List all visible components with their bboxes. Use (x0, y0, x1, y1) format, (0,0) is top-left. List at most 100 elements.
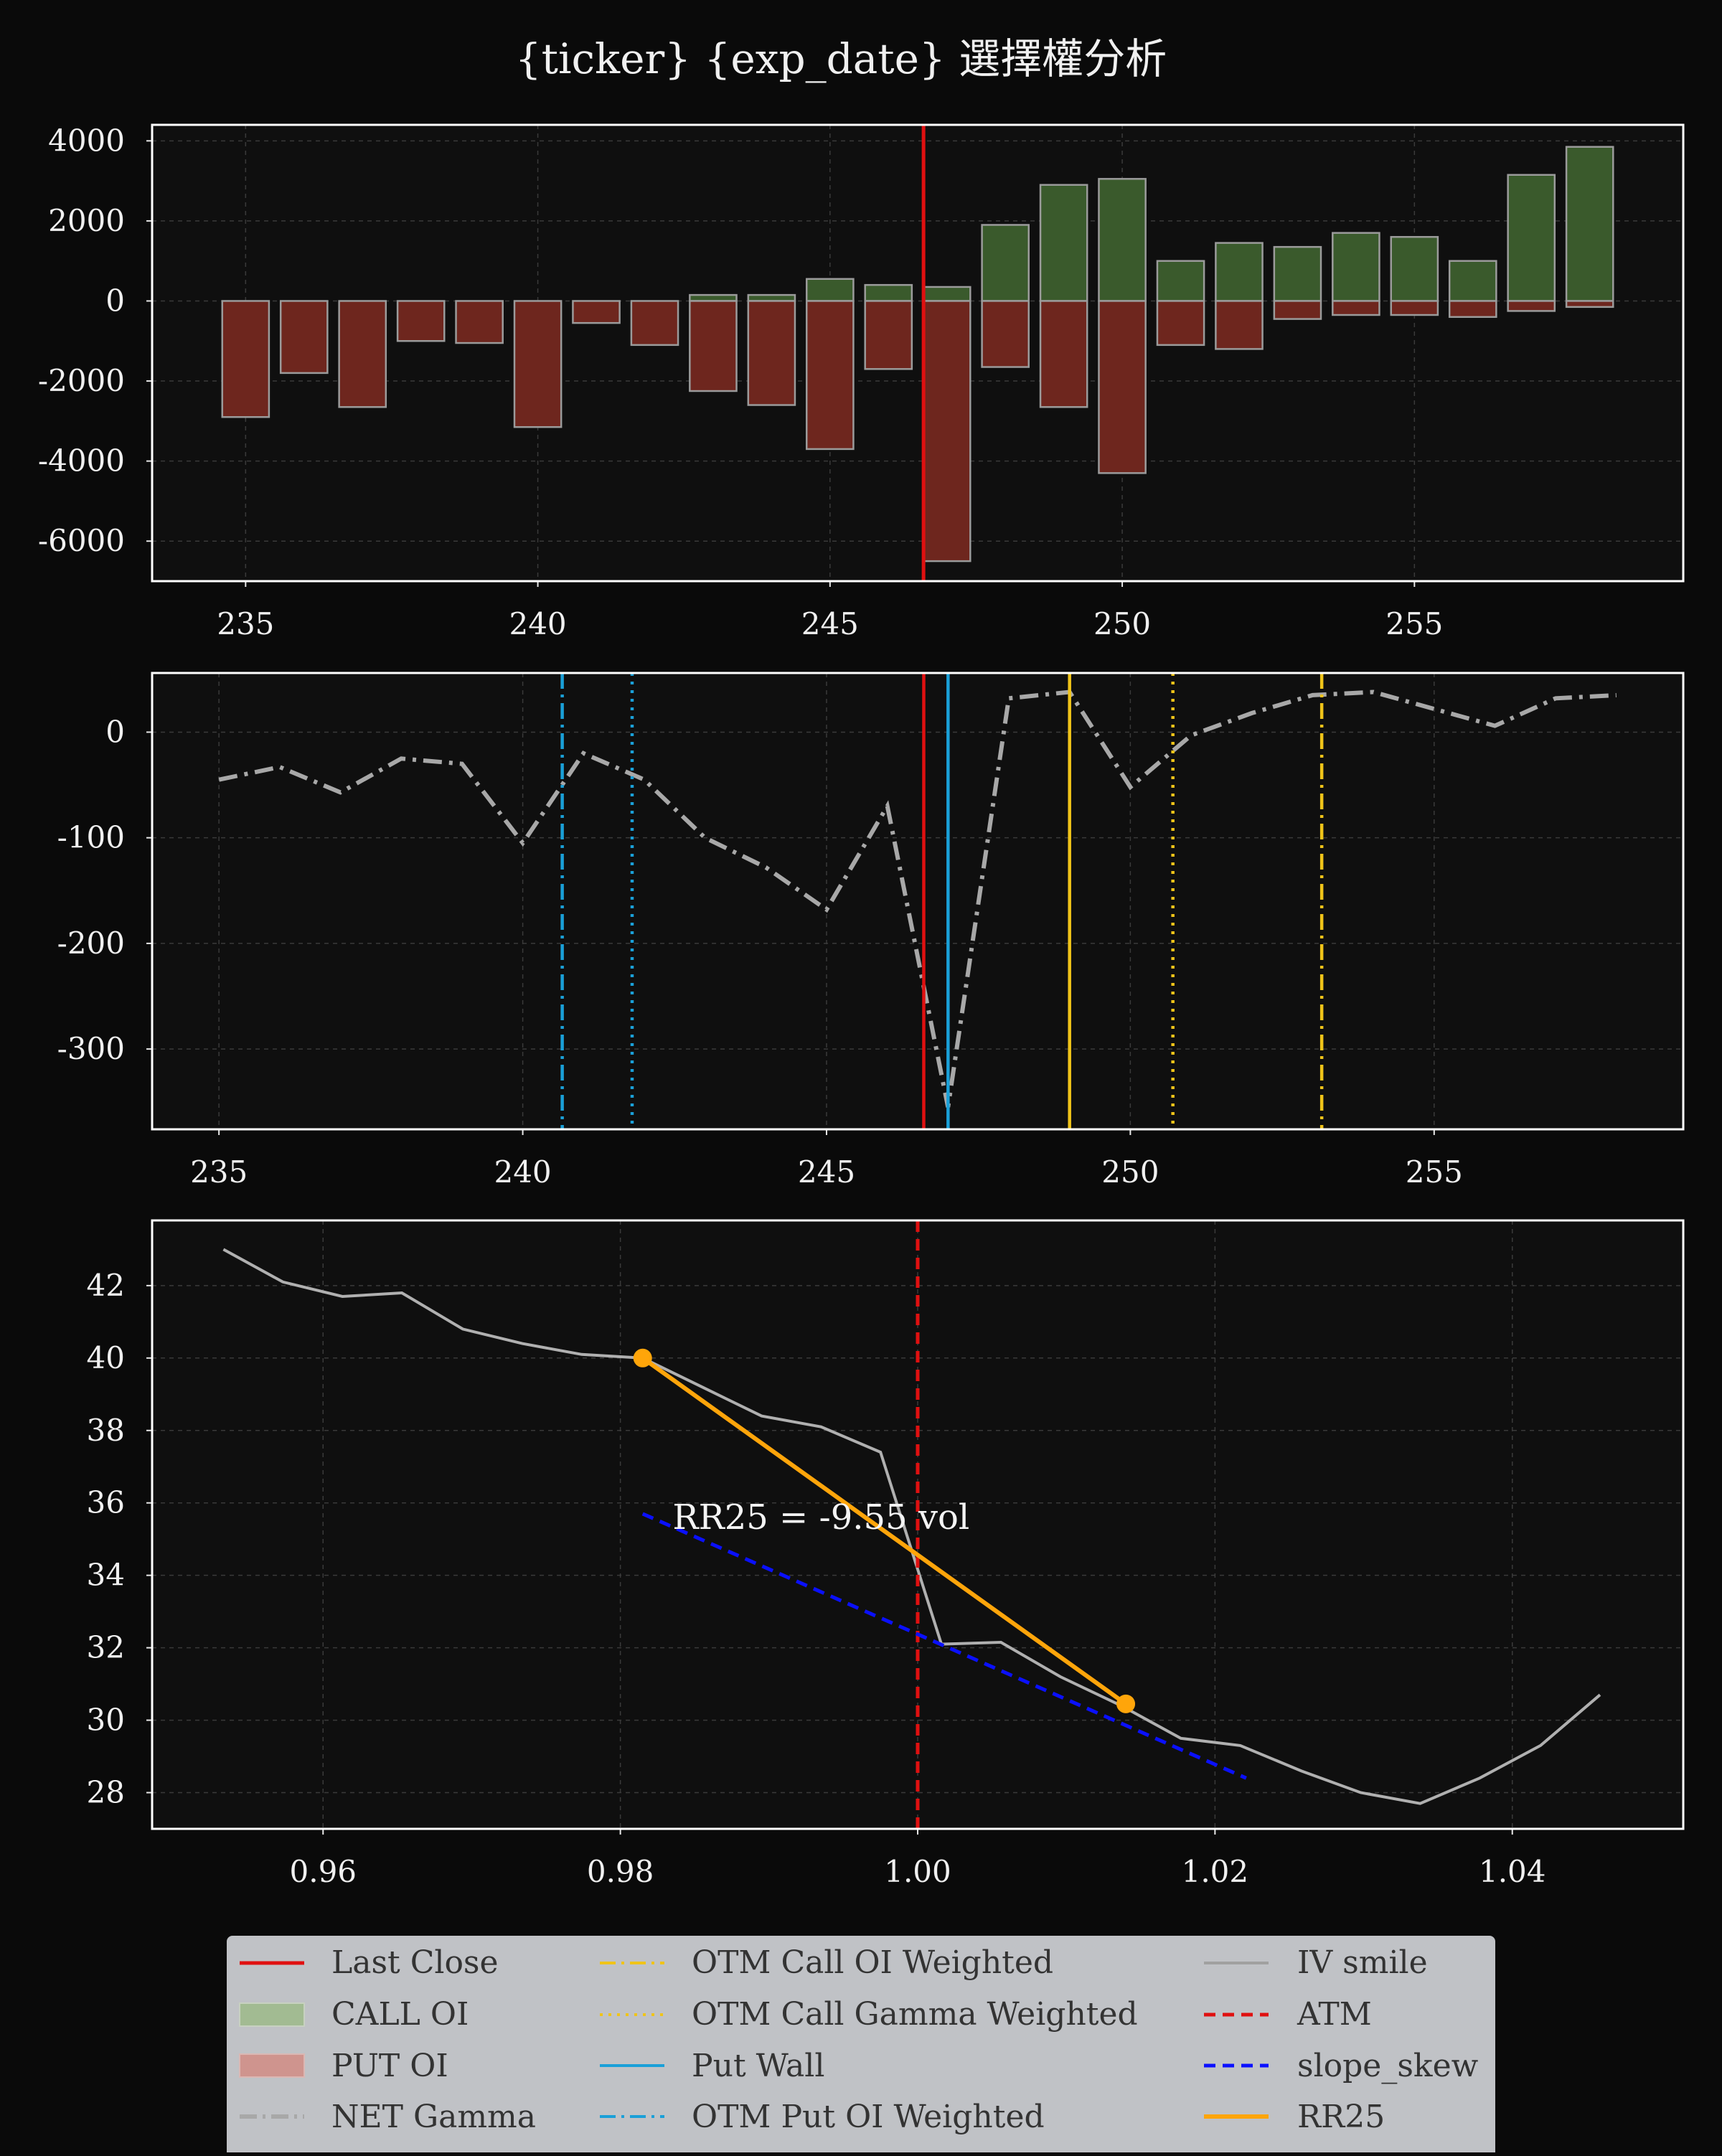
oi-x-tick-label: 255 (1385, 606, 1443, 641)
put-oi-bar (981, 300, 1030, 368)
gamma-y-tick-label: -300 (57, 1031, 125, 1066)
legend-label-net-gamma: NET Gamma (331, 2099, 536, 2135)
legend-swatch-call-oi (239, 2002, 305, 2027)
gamma-x-tick-label: 240 (494, 1154, 551, 1190)
iv-y-tick-label: 28 (87, 1775, 125, 1810)
gamma-x-tick-label: 250 (1101, 1154, 1159, 1190)
legend-item-put-oi: PUT OI (239, 2048, 448, 2084)
legend-label-last-close: Last Close (331, 1944, 499, 1981)
call-oi-bar (805, 278, 855, 302)
oi-y-tick-label: -2000 (38, 363, 125, 398)
legend: Last Close CALL OI PUT OI NET Gamma OTM … (227, 1936, 1495, 2156)
put-oi-bar (630, 300, 679, 347)
legend-item-iv-smile: IV smile (1204, 1944, 1428, 1981)
iv-y-tick-label: 42 (87, 1268, 125, 1303)
net-gamma-panel: 235 240 245 250 255 0 -100 -200 -300 (57, 672, 1685, 1190)
put-oi-bar (572, 300, 621, 324)
legend-item-otm-call-gamma-weighted: OTM Call Gamma Weighted (600, 1996, 1138, 2033)
put-oi-bar (805, 300, 855, 451)
iv-y-tick-label: 30 (87, 1703, 125, 1738)
iv-y-tick-label: 34 (87, 1558, 125, 1593)
oi-y-tick-label: -6000 (38, 523, 125, 558)
put-oi-bar (1273, 300, 1322, 320)
rr25-point (1116, 1694, 1136, 1713)
put-oi-bar (747, 300, 796, 406)
legend-item-net-gamma: NET Gamma (240, 2099, 536, 2135)
gamma-x-tick-label: 245 (798, 1154, 855, 1190)
put-oi-bar (1390, 300, 1439, 316)
net-gamma-line (218, 689, 1617, 1108)
call-oi-bar (1565, 146, 1614, 302)
put-oi-bar (513, 300, 563, 428)
put-oi-bar (1098, 300, 1147, 474)
legend-item-last-close: Last Close (240, 1944, 499, 1981)
put-oi-bar (455, 300, 504, 344)
call-oi-bar (1390, 235, 1439, 302)
legend-item-put-wall: Put Wall (600, 2048, 824, 2084)
oi-x-tick-label: 245 (801, 606, 859, 641)
iv-y-tick-label: 40 (87, 1340, 125, 1375)
call-oi-bar (981, 224, 1030, 302)
call-oi-bar (747, 293, 796, 302)
iv-x-tick-label: 0.96 (290, 1854, 357, 1889)
gamma-plot-area (152, 673, 1683, 1129)
iv-x-tick-label: 1.02 (1182, 1854, 1249, 1889)
legend-item-slope-skew: slope_skew (1204, 2048, 1479, 2084)
gamma-y-tick-label: -100 (57, 820, 125, 855)
iv-y-tick-label: 36 (87, 1485, 125, 1520)
put-oi-bar (1565, 300, 1614, 309)
oi-y-tick-label: 4000 (48, 123, 125, 158)
oi-x-tick-label: 235 (217, 606, 274, 641)
legend-label-atm: ATM (1297, 1996, 1372, 2033)
call-oi-bar (1215, 242, 1264, 302)
legend-item-call-oi: CALL OI (239, 1996, 469, 2033)
iv-x-tick-label: 1.00 (884, 1854, 951, 1889)
oi-y-tick-label: -4000 (38, 443, 125, 479)
gamma-y-tick-label: 0 (105, 714, 125, 749)
oi-panel: 235 240 245 250 255 4000 2000 0 -2000 -4000 -6000 (38, 123, 1685, 641)
put-oi-bar (396, 300, 446, 342)
put-oi-bar (689, 300, 738, 392)
oi-plot-area (152, 125, 1683, 581)
call-oi-bar (922, 286, 971, 302)
legend-label-slope-skew: slope_skew (1297, 2048, 1479, 2084)
legend-label-otm-call-gamma-weighted: OTM Call Gamma Weighted (692, 1996, 1138, 2033)
figure-title: {ticker} {exp_date} 選擇權分析 (515, 34, 1167, 83)
gamma-x-tick-label: 235 (190, 1154, 248, 1190)
legend-label-call-oi: CALL OI (331, 1996, 469, 2033)
call-oi-bar (1098, 178, 1147, 302)
legend-swatch-put-oi (239, 2053, 305, 2078)
oi-x-tick-label: 240 (509, 606, 566, 641)
iv-y-tick-label: 38 (87, 1413, 125, 1448)
rr25-point (633, 1348, 652, 1367)
call-oi-bar (864, 283, 913, 302)
legend-label-otm-call-oi-weighted: OTM Call OI Weighted (692, 1944, 1053, 1981)
oi-x-tick-label: 250 (1093, 606, 1151, 641)
call-oi-bar (1332, 232, 1380, 302)
put-oi-bar (1215, 300, 1264, 350)
gamma-x-tick-label: 255 (1406, 1154, 1463, 1190)
put-oi-bar (1507, 300, 1556, 312)
put-oi-bar (922, 300, 971, 562)
legend-item-otm-put-oi-weighted: OTM Put OI Weighted (600, 2099, 1045, 2135)
oi-y-tick-label: 2000 (48, 203, 125, 238)
iv-x-tick-label: 1.04 (1479, 1854, 1546, 1889)
oi-y-tick-label: 0 (105, 283, 125, 318)
slope-skew-line (641, 1512, 1247, 1780)
oi-frame (151, 123, 1685, 583)
call-oi-bar (1039, 184, 1088, 302)
legend-item-atm: ATM (1204, 1996, 1372, 2033)
rr25-annotation: RR25 = -9.55 vol (672, 1497, 969, 1538)
legend-label-rr25: RR25 (1297, 2099, 1385, 2135)
put-oi-bar (1039, 300, 1088, 408)
put-oi-bar (279, 300, 329, 375)
call-oi-bar (1507, 174, 1556, 302)
put-oi-bar (1156, 300, 1205, 347)
legend-item-otm-call-oi-weighted: OTM Call OI Weighted (600, 1944, 1053, 1981)
put-oi-bar (1332, 300, 1380, 316)
legend-item-rr25: RR25 (1204, 2099, 1385, 2135)
put-oi-bar (221, 300, 270, 418)
iv-x-tick-label: 0.98 (587, 1854, 654, 1889)
call-oi-bar (1273, 245, 1322, 302)
